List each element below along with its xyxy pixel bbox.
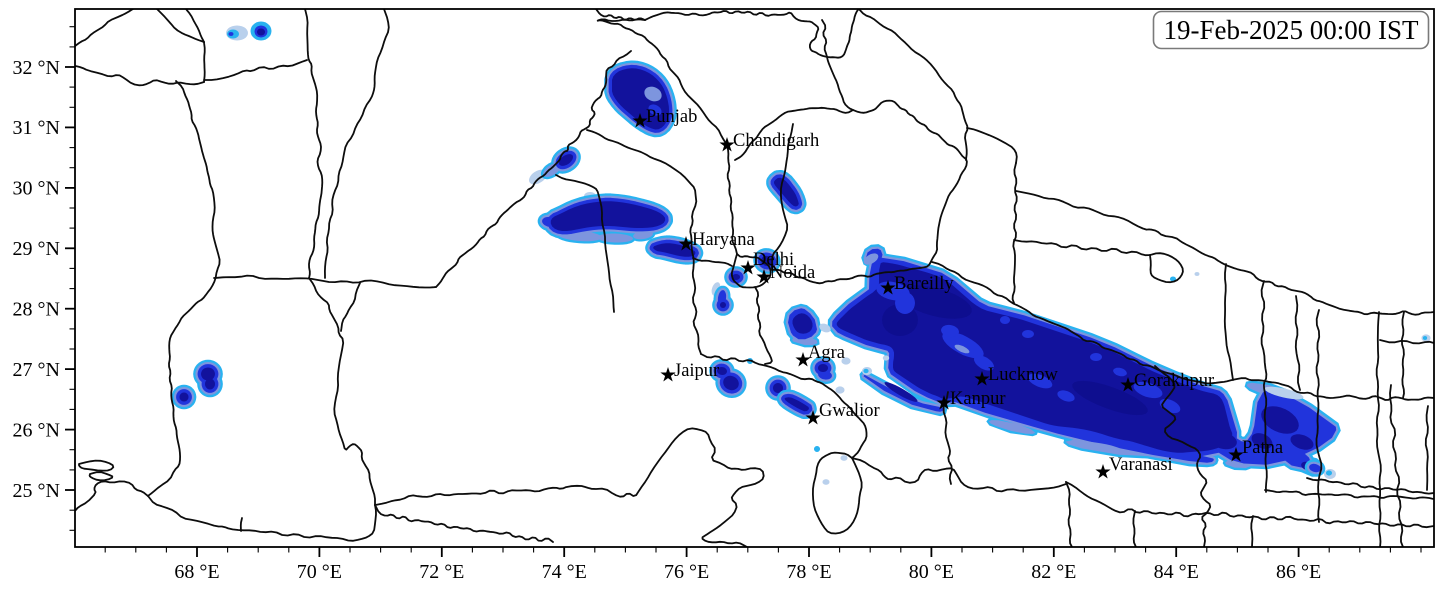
svg-text:27 °N: 27 °N	[13, 359, 60, 381]
svg-text:31 °N: 31 °N	[13, 117, 60, 139]
svg-text:28 °N: 28 °N	[13, 299, 60, 321]
svg-text:80 °E: 80 °E	[909, 561, 954, 583]
svg-text:Haryana: Haryana	[692, 230, 755, 250]
svg-text:Bareilly: Bareilly	[894, 274, 954, 294]
svg-text:25 °N: 25 °N	[13, 480, 60, 502]
svg-text:Gwalior: Gwalior	[819, 401, 880, 421]
svg-text:19-Feb-2025 00:00 IST: 19-Feb-2025 00:00 IST	[1164, 15, 1419, 45]
svg-text:76 °E: 76 °E	[664, 561, 709, 583]
svg-text:68 °E: 68 °E	[174, 561, 219, 583]
svg-text:Agra: Agra	[808, 343, 845, 363]
svg-text:70 °E: 70 °E	[297, 561, 342, 583]
svg-text:84 °E: 84 °E	[1154, 561, 1199, 583]
svg-text:29 °N: 29 °N	[13, 238, 60, 260]
svg-text:Lucknow: Lucknow	[988, 365, 1059, 385]
svg-text:Noida: Noida	[770, 263, 815, 283]
svg-text:26 °N: 26 °N	[13, 419, 60, 441]
svg-text:Chandigarh: Chandigarh	[733, 131, 819, 151]
svg-text:30 °N: 30 °N	[13, 178, 60, 200]
svg-text:Jaipur: Jaipur	[674, 361, 719, 381]
svg-text:74 °E: 74 °E	[542, 561, 587, 583]
svg-text:Punjab: Punjab	[646, 107, 697, 127]
svg-text:Patna: Patna	[1242, 438, 1283, 458]
svg-text:32 °N: 32 °N	[13, 57, 60, 79]
svg-text:78 °E: 78 °E	[786, 561, 831, 583]
svg-text:Gorakhpur: Gorakhpur	[1134, 371, 1214, 391]
svg-text:Varanasi: Varanasi	[1109, 455, 1173, 475]
svg-text:Kanpur: Kanpur	[950, 389, 1005, 409]
svg-text:Delhi: Delhi	[753, 250, 794, 270]
svg-text:86 °E: 86 °E	[1276, 561, 1321, 583]
svg-text:82 °E: 82 °E	[1031, 561, 1076, 583]
svg-text:72 °E: 72 °E	[419, 561, 464, 583]
